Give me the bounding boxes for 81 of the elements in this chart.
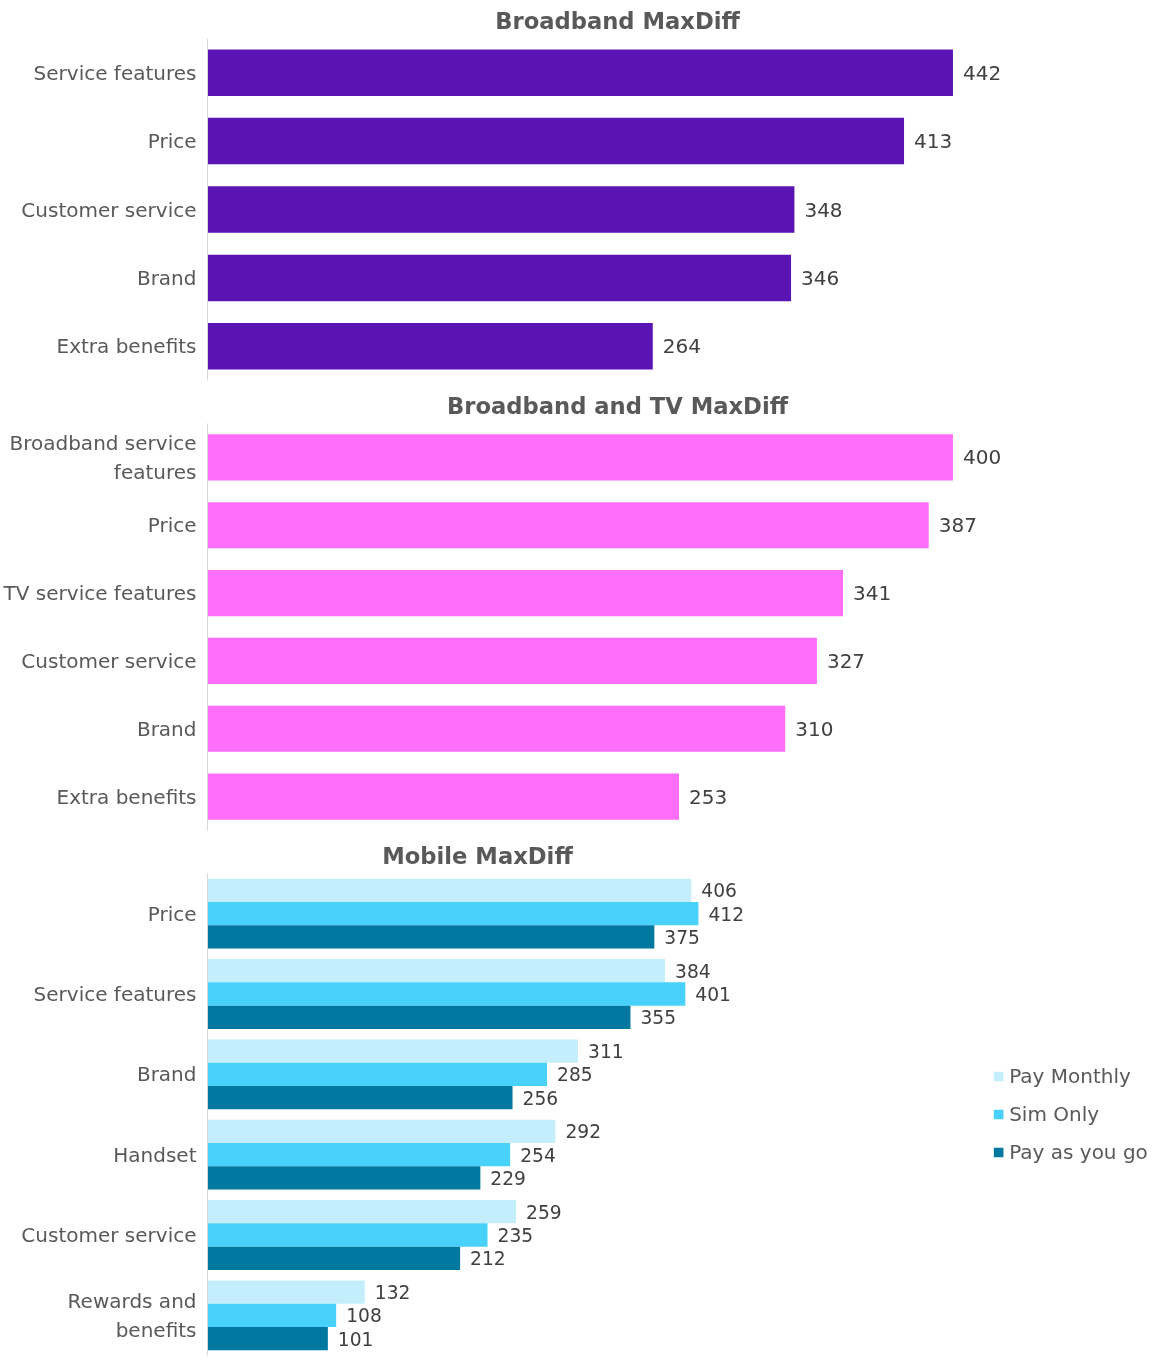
data-label: 341 bbox=[853, 581, 892, 606]
bar bbox=[207, 1062, 548, 1086]
bar bbox=[207, 982, 686, 1006]
data-label: 108 bbox=[346, 1305, 382, 1327]
bar bbox=[207, 1005, 631, 1029]
y-tick-label: Brand bbox=[136, 1062, 197, 1087]
y-tick-label: Service features bbox=[33, 982, 197, 1006]
y-tick-label: Brand bbox=[136, 716, 197, 741]
bar bbox=[207, 502, 929, 549]
y-tick-label: Extra benefits bbox=[56, 784, 197, 809]
data-label: 384 bbox=[675, 960, 711, 982]
bar bbox=[207, 254, 792, 302]
data-label: 256 bbox=[522, 1087, 559, 1109]
y-tick-label: Customer service bbox=[21, 197, 197, 222]
legend-label: Sim Only bbox=[1009, 1102, 1100, 1126]
bar bbox=[207, 1200, 517, 1224]
bar bbox=[207, 878, 692, 903]
data-label: 413 bbox=[914, 129, 953, 154]
bar bbox=[207, 773, 679, 820]
bar bbox=[207, 902, 699, 926]
bar bbox=[207, 434, 953, 481]
data-label: 101 bbox=[337, 1328, 374, 1350]
y-tick-label: Brand bbox=[136, 265, 197, 290]
y-tick-label: Price bbox=[147, 129, 197, 154]
data-label: 348 bbox=[804, 197, 843, 222]
bar bbox=[207, 1166, 481, 1190]
data-label: 401 bbox=[695, 984, 731, 1005]
y-tick-label: Handset bbox=[113, 1142, 197, 1167]
data-label: 412 bbox=[708, 903, 745, 925]
bar bbox=[207, 1246, 461, 1270]
data-label: 346 bbox=[801, 265, 840, 290]
bar bbox=[207, 186, 795, 233]
bar bbox=[207, 637, 817, 684]
bar bbox=[207, 1280, 365, 1304]
bar bbox=[207, 925, 655, 949]
y-tick-label: Broadband service features bbox=[9, 431, 197, 484]
bar bbox=[207, 1039, 579, 1063]
bar bbox=[207, 117, 905, 165]
data-label: 292 bbox=[565, 1121, 602, 1143]
data-label: 355 bbox=[640, 1007, 677, 1029]
data-label: 132 bbox=[374, 1282, 411, 1304]
bar bbox=[207, 1119, 556, 1144]
data-label: 253 bbox=[689, 784, 728, 809]
data-label: 327 bbox=[826, 648, 866, 673]
data-label: 442 bbox=[962, 60, 1002, 85]
y-tick-label: Customer service bbox=[21, 1223, 197, 1247]
data-label: 264 bbox=[662, 334, 701, 359]
data-label: 254 bbox=[520, 1144, 556, 1166]
y-tick-label: Price bbox=[147, 513, 197, 538]
chart-title: Mobile MaxDiff bbox=[382, 842, 574, 869]
bar bbox=[207, 570, 843, 617]
y-tick-label: Price bbox=[147, 901, 197, 926]
y-tick-label: TV service features bbox=[2, 581, 197, 606]
data-label: 406 bbox=[701, 880, 737, 902]
chart-title: Broadband and TV MaxDiff bbox=[446, 392, 789, 419]
bar bbox=[207, 705, 786, 752]
data-label: 259 bbox=[526, 1201, 562, 1223]
bar bbox=[207, 1303, 337, 1327]
data-label: 375 bbox=[664, 926, 700, 948]
legend-label: Pay as you go bbox=[1009, 1140, 1148, 1164]
data-label: 311 bbox=[588, 1041, 624, 1063]
bar bbox=[207, 323, 653, 370]
chart-title: Broadband MaxDiff bbox=[495, 7, 741, 34]
bar bbox=[207, 1143, 511, 1167]
data-label: 235 bbox=[497, 1225, 534, 1246]
bar bbox=[207, 1085, 513, 1110]
data-label: 310 bbox=[795, 716, 834, 741]
y-tick-label: Customer service bbox=[21, 648, 197, 673]
bar bbox=[207, 1223, 488, 1247]
bar bbox=[207, 959, 666, 983]
y-tick-label: Service features bbox=[33, 60, 197, 85]
data-label: 400 bbox=[962, 445, 1002, 470]
bar bbox=[207, 49, 953, 96]
data-label: 212 bbox=[470, 1248, 506, 1270]
data-label: 285 bbox=[557, 1064, 593, 1086]
legend-label: Pay Monthly bbox=[1009, 1064, 1131, 1088]
data-label: 387 bbox=[938, 513, 977, 538]
y-tick-label: Rewards and benefits bbox=[67, 1288, 197, 1342]
y-tick-label: Extra benefits bbox=[56, 334, 197, 359]
bar bbox=[207, 1326, 328, 1351]
data-label: 229 bbox=[490, 1167, 526, 1189]
